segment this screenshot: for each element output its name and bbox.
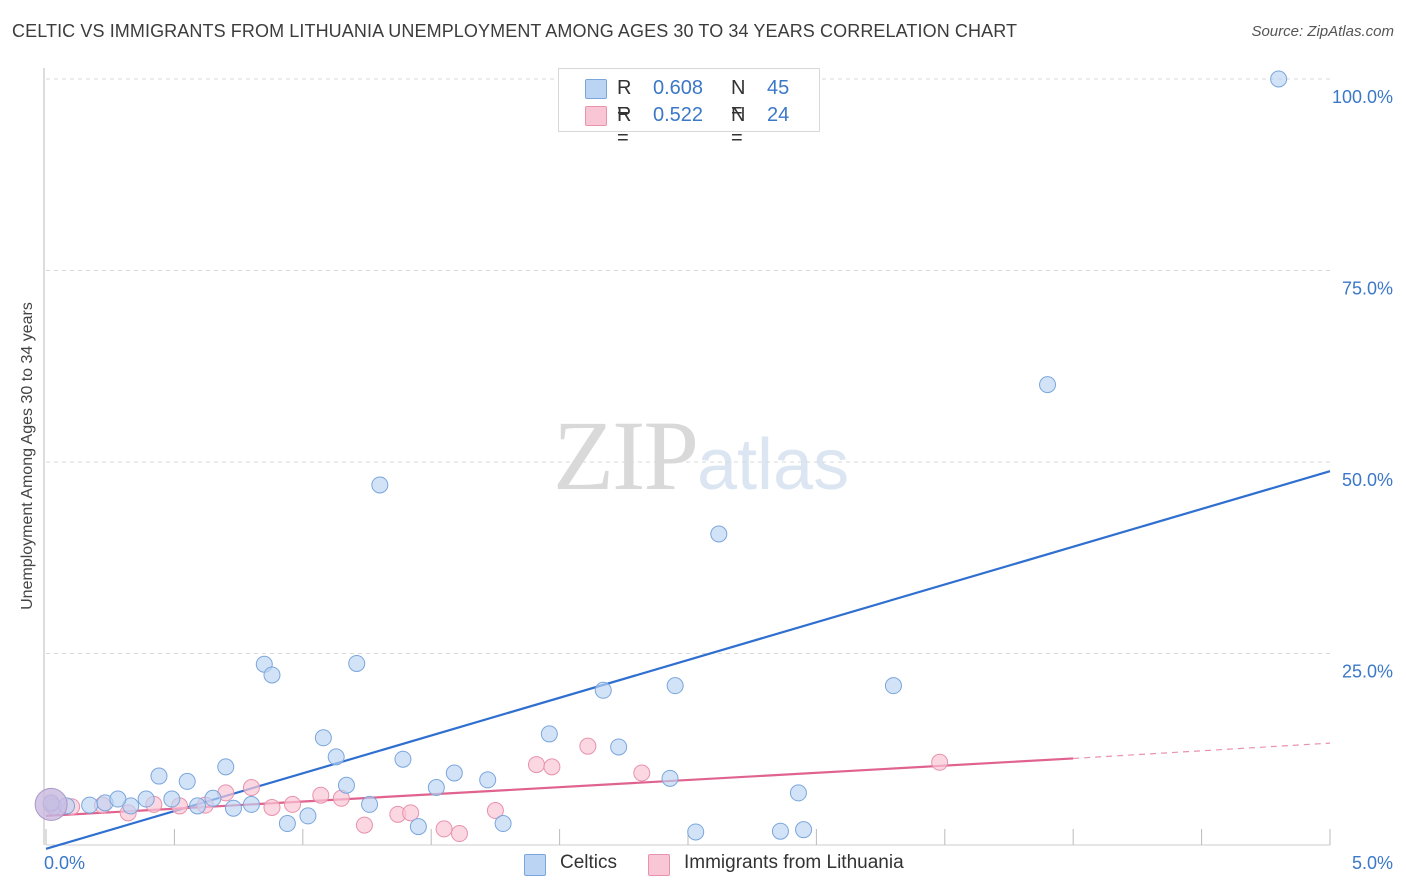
- data-point-cluster: [34, 787, 68, 821]
- data-point-celtics: [795, 821, 813, 839]
- trendline-lithuania: [45, 757, 1074, 817]
- data-point-celtics: [150, 767, 168, 785]
- data-point-lithuania: [543, 758, 561, 776]
- data-point-lithuania: [312, 786, 330, 804]
- legend-r-label: R =: [617, 104, 632, 149]
- data-point-lithuania: [402, 804, 420, 822]
- legend-n-value: 24: [767, 104, 790, 126]
- data-point-lithuania: [579, 737, 597, 755]
- data-point-celtics: [710, 525, 728, 543]
- data-point-celtics: [204, 789, 222, 807]
- watermark-zip: ZIP: [553, 400, 699, 511]
- data-point-celtics: [394, 750, 412, 768]
- trendline-lithuania-extension: [1073, 742, 1331, 760]
- x-tick-label: 0.0%: [44, 853, 85, 873]
- data-point-celtics: [137, 790, 155, 808]
- data-point-celtics: [661, 769, 679, 787]
- data-point-celtics: [348, 654, 366, 672]
- data-point-celtics: [371, 476, 389, 494]
- data-point-celtics: [1039, 376, 1057, 394]
- data-point-celtics: [81, 796, 99, 814]
- data-point-celtics: [540, 725, 558, 743]
- data-point-celtics: [299, 807, 317, 825]
- data-point-celtics: [494, 815, 512, 833]
- data-point-lithuania: [355, 816, 373, 834]
- data-point-celtics: [327, 748, 345, 766]
- x-tick-label: 5.0%: [1352, 853, 1393, 873]
- data-point-celtics: [687, 823, 705, 841]
- data-point-lithuania: [527, 756, 545, 774]
- legend-r-value: 0.522: [653, 104, 704, 126]
- data-point-lithuania: [633, 764, 651, 782]
- y-tick-label: 50.0%: [1342, 470, 1393, 490]
- data-point-celtics: [178, 772, 196, 790]
- data-point-lithuania: [284, 795, 302, 813]
- data-point-celtics: [789, 784, 807, 802]
- data-point-celtics: [224, 799, 242, 817]
- data-point-lithuania: [263, 798, 281, 816]
- tick-label-layer: 100.0% 75.0% 50.0% 25.0% 0.0% 5.0%: [44, 87, 1393, 873]
- y-tick-label: 25.0%: [1342, 662, 1393, 682]
- data-point-celtics: [771, 822, 789, 840]
- watermark-atlas: atlas: [697, 425, 850, 505]
- data-point-celtics: [337, 776, 355, 794]
- data-point-celtics: [109, 790, 127, 808]
- y-tick-label: 100.0%: [1332, 87, 1393, 107]
- data-point-celtics: [427, 779, 445, 797]
- legend-swatch-celtics: [524, 854, 546, 876]
- legend-swatch-lithuania: [648, 854, 670, 876]
- data-point-celtics: [263, 666, 281, 684]
- data-point-lithuania: [242, 779, 260, 797]
- data-point-celtics: [217, 758, 235, 776]
- data-point-celtics: [409, 818, 427, 836]
- legend-r-value: 0.608: [653, 77, 704, 99]
- correlation-legend: R = 0.608 N = 45 R = 0.522 N = 24: [558, 68, 820, 149]
- data-point-lithuania: [435, 820, 453, 838]
- data-point-celtics: [361, 795, 379, 813]
- trendline-celtics: [45, 470, 1331, 850]
- data-point-lithuania: [486, 802, 504, 820]
- data-point-celtics: [163, 790, 181, 808]
- axis-layer: [43, 68, 1331, 846]
- data-point-celtics: [314, 729, 332, 747]
- data-point-celtics: [1270, 70, 1288, 88]
- source-label: Source: ZipAtlas.com: [1251, 23, 1394, 40]
- trend-layer: [45, 470, 1331, 850]
- data-point-celtics: [242, 795, 260, 813]
- data-point-lithuania: [931, 753, 949, 771]
- legend-label-lithuania: Immigrants from Lithuania: [684, 852, 904, 873]
- chart-title: CELTIC VS IMMIGRANTS FROM LITHUANIA UNEM…: [12, 21, 1018, 41]
- data-point-celtics: [884, 677, 902, 695]
- y-tick-label: 75.0%: [1342, 279, 1393, 299]
- grid-layer: [46, 78, 1330, 654]
- data-point-celtics: [278, 815, 296, 833]
- legend-swatch-celtics: [585, 79, 607, 99]
- data-point-celtics: [666, 677, 684, 695]
- legend-n-value: 45: [767, 77, 790, 99]
- watermark: ZIPatlas: [553, 398, 849, 513]
- data-point-celtics: [445, 764, 463, 782]
- data-point-celtics: [189, 797, 207, 815]
- data-point-celtics: [594, 681, 612, 699]
- legend-r-label: R =: [617, 77, 632, 122]
- data-point-celtics: [610, 738, 628, 756]
- legend-label-celtics: Celtics: [560, 852, 618, 873]
- legend-n-label: N =: [731, 77, 746, 122]
- data-point-lithuania: [450, 825, 468, 843]
- legend-n-label: N =: [731, 104, 746, 149]
- points-layer: [34, 70, 1288, 843]
- data-point-celtics: [479, 771, 497, 789]
- legend-swatch-lithuania: [585, 106, 607, 126]
